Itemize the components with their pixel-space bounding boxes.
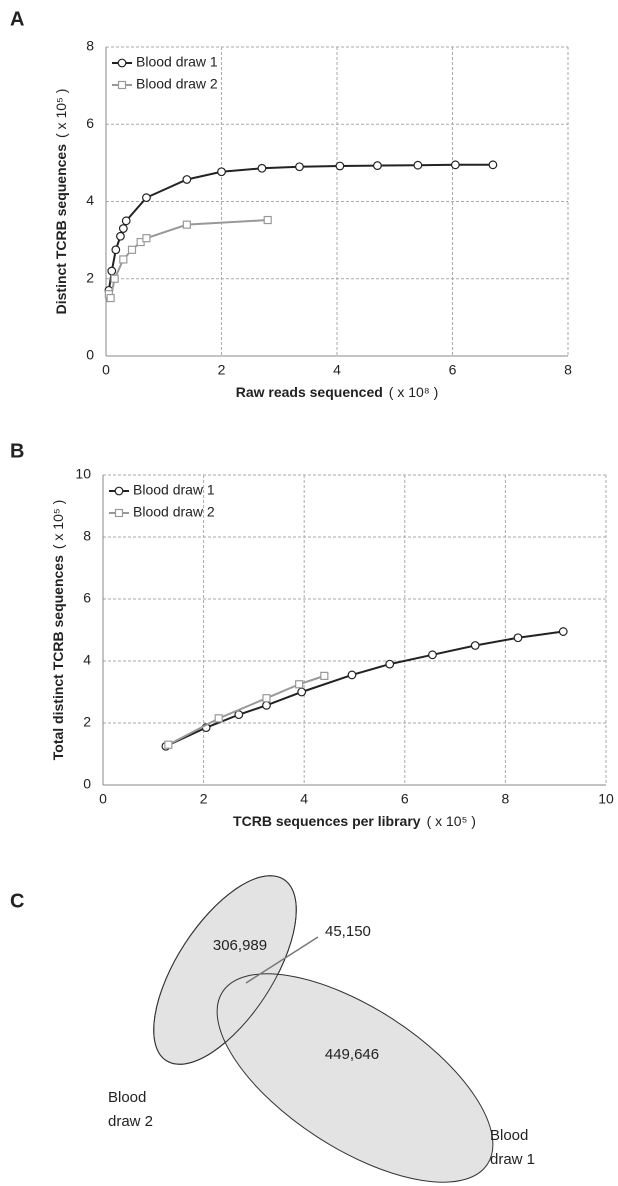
set-label: draw 2 [108, 1113, 153, 1130]
y-axis-unit: ( x 10⁵ ) [50, 500, 66, 549]
y-axis-label: Distinct TCRB sequences ( x 10⁵ ) [53, 89, 69, 315]
x-tick-label: 8 [502, 791, 510, 807]
marker [513, 633, 523, 643]
marker [295, 162, 304, 172]
marker [119, 255, 128, 264]
x-tick-label: 6 [401, 791, 409, 807]
x-tick-label: 2 [200, 791, 208, 807]
marker [413, 160, 423, 170]
line-chart: B 0 2 4 6 8 10 0 2 4 6 8 10 TCRB sequences per librar… [10, 440, 614, 828]
y-axis-label: Total distinct TCRB sequences ( x 10⁵ ) [50, 500, 66, 760]
marker [428, 650, 437, 660]
set-outline [153, 875, 297, 1065]
y-tick-label: 0 [86, 347, 94, 363]
overlap-count: 45,150 [325, 923, 371, 940]
x-axis-title: Raw reads sequenced [236, 384, 383, 400]
marker [107, 266, 117, 276]
y-tick-label: 10 [75, 466, 91, 482]
marker [262, 694, 271, 703]
marker [385, 659, 395, 669]
panel-label: C [10, 890, 24, 912]
series-line [107, 219, 268, 302]
legend-label: Blood draw 1 [136, 54, 218, 70]
marker [335, 161, 345, 171]
marker [116, 231, 125, 241]
panel-label: A [10, 8, 24, 30]
x-tick-label: 10 [598, 791, 614, 807]
marker [111, 245, 121, 255]
y-axis-title: Total distinct TCRB sequences [50, 555, 66, 760]
series-line [107, 163, 493, 291]
marker [450, 160, 460, 170]
set-label: Blood [490, 1127, 528, 1144]
y-tick-label: 6 [83, 590, 91, 606]
panel-label: B [10, 440, 24, 462]
y-axis-title: Distinct TCRB sequences [53, 144, 69, 315]
marker [347, 670, 357, 680]
series-line [165, 630, 564, 748]
marker [320, 671, 329, 680]
y-tick-label: 2 [83, 714, 91, 730]
marker [217, 167, 226, 177]
y-axis-unit: ( x 10⁵ ) [53, 89, 69, 138]
set-ellipse [216, 973, 494, 1183]
marker [127, 245, 137, 254]
x-axis-label: Raw reads sequenced ( x 10⁸ ) [236, 384, 439, 400]
legend-label: Blood draw 2 [133, 504, 215, 520]
marker [214, 714, 223, 723]
x-axis-unit: ( x 10⁵ ) [427, 813, 476, 829]
x-tick-label: 2 [218, 362, 226, 378]
x-axis-label: TCRB sequences per library ( x 10⁵ ) [233, 813, 476, 829]
y-tick-label: 0 [83, 776, 91, 792]
y-tick-label: 8 [86, 38, 94, 54]
marker [142, 234, 151, 243]
x-axis-unit: ( x 10⁸ ) [389, 384, 438, 400]
marker [114, 486, 124, 496]
marker [558, 627, 568, 636]
marker [142, 193, 151, 203]
marker [117, 80, 127, 90]
marker [182, 175, 192, 184]
marker [263, 215, 272, 225]
legend-label: Blood draw 2 [136, 76, 218, 92]
marker [118, 224, 128, 233]
set-label: draw 1 [490, 1151, 535, 1168]
marker [182, 220, 191, 229]
y-tick-label: 6 [86, 115, 94, 131]
marker [297, 687, 307, 697]
marker [121, 216, 131, 226]
marker [257, 163, 267, 173]
y-tick-label: 4 [86, 192, 94, 208]
leader-line [245, 936, 319, 984]
y-tick-label: 2 [86, 269, 94, 285]
set-label: Blood [108, 1089, 146, 1106]
x-tick-label: 6 [449, 362, 457, 378]
marker [470, 641, 480, 650]
marker [262, 700, 271, 710]
x-tick-label: 4 [300, 791, 308, 807]
y-tick-label: 8 [83, 528, 91, 544]
legend-label: Blood draw 1 [133, 482, 215, 498]
set-count: 306,989 [213, 937, 267, 954]
marker [106, 293, 115, 303]
marker [488, 160, 498, 170]
x-tick-label: 8 [564, 362, 572, 378]
marker [373, 161, 382, 170]
venn-diagram: C 306,989 45,150 449,646 Blood draw 2 Bl… [10, 875, 535, 1183]
x-tick-label: 0 [102, 362, 110, 378]
marker [114, 508, 124, 518]
line-chart: A 0 2 4 6 8 0 2 4 6 8 Raw reads sequenced ( x 10⁸ ) D… [10, 8, 572, 399]
marker [110, 274, 119, 283]
marker [164, 740, 173, 749]
x-tick-label: 0 [99, 791, 107, 807]
x-tick-label: 4 [333, 362, 341, 378]
x-axis-title: TCRB sequences per library [233, 813, 421, 829]
marker [117, 58, 127, 68]
y-tick-label: 4 [83, 652, 91, 668]
marker [295, 680, 304, 689]
set-count: 449,646 [325, 1046, 379, 1063]
